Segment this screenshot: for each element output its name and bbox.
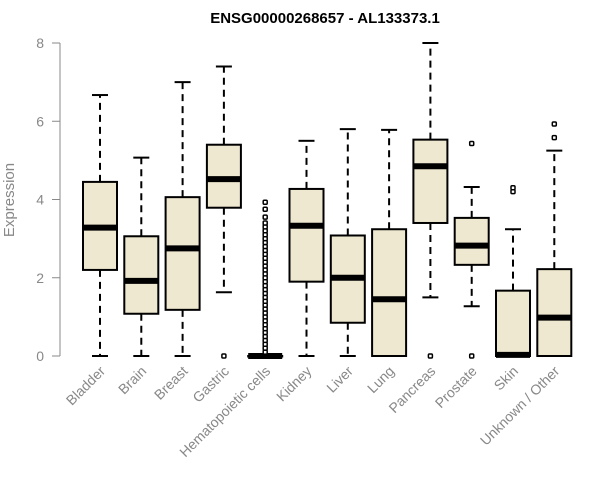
iqr-box [164, 196, 201, 311]
box-breast [164, 81, 201, 357]
box-prostate [453, 140, 490, 359]
iqr-box [536, 268, 573, 357]
outlier-point [468, 353, 475, 359]
y-tick-label-2: 2 [36, 270, 44, 286]
iqr-box [412, 138, 449, 224]
x-label-liver: Liver [323, 363, 356, 396]
x-label-bladder: Bladder [63, 363, 109, 409]
box-unknown-other [536, 121, 573, 357]
box-lung [371, 128, 408, 357]
iqr-box [453, 216, 490, 266]
x-label-prostate: Prostate [432, 363, 480, 411]
box-brain [123, 156, 160, 357]
outlier-point [551, 121, 558, 127]
x-label-lung: Lung [364, 363, 397, 396]
outlier-point [262, 214, 268, 220]
box-series [82, 42, 573, 359]
chart-title: ENSG00000268657 - AL133373.1 [210, 10, 440, 27]
outlier-point [468, 140, 475, 147]
x-label-brain: Brain [115, 363, 149, 397]
iqr-box [123, 235, 160, 315]
y-tick-label-8: 8 [36, 35, 44, 51]
y-axis: 0 2 4 6 8 [36, 35, 61, 364]
outlier-point [221, 353, 227, 359]
outlier-point [262, 220, 268, 226]
y-axis-label: Expression [1, 163, 18, 237]
x-label-kidney: Kidney [273, 363, 315, 405]
outlier-point [262, 199, 268, 205]
box-hematopoietic-cells [247, 199, 284, 359]
x-label-breast: Breast [151, 363, 191, 403]
iqr-box [288, 187, 325, 283]
y-tick-label-6: 6 [36, 113, 44, 129]
box-gastric [205, 65, 242, 359]
y-tick-label-0: 0 [36, 348, 44, 364]
box-kidney [288, 139, 325, 357]
iqr-box [495, 289, 531, 358]
box-bladder [82, 94, 118, 357]
outlier-point [427, 353, 434, 359]
outlier-point [551, 134, 558, 141]
y-tick-label-4: 4 [36, 192, 44, 208]
x-label-skin: Skin [491, 363, 522, 394]
box-pancreas [412, 42, 449, 359]
outlier-point [510, 185, 516, 191]
box-liver [329, 128, 366, 357]
outlier-point [262, 206, 268, 213]
iqr-box [371, 228, 408, 357]
box-skin [495, 185, 531, 358]
